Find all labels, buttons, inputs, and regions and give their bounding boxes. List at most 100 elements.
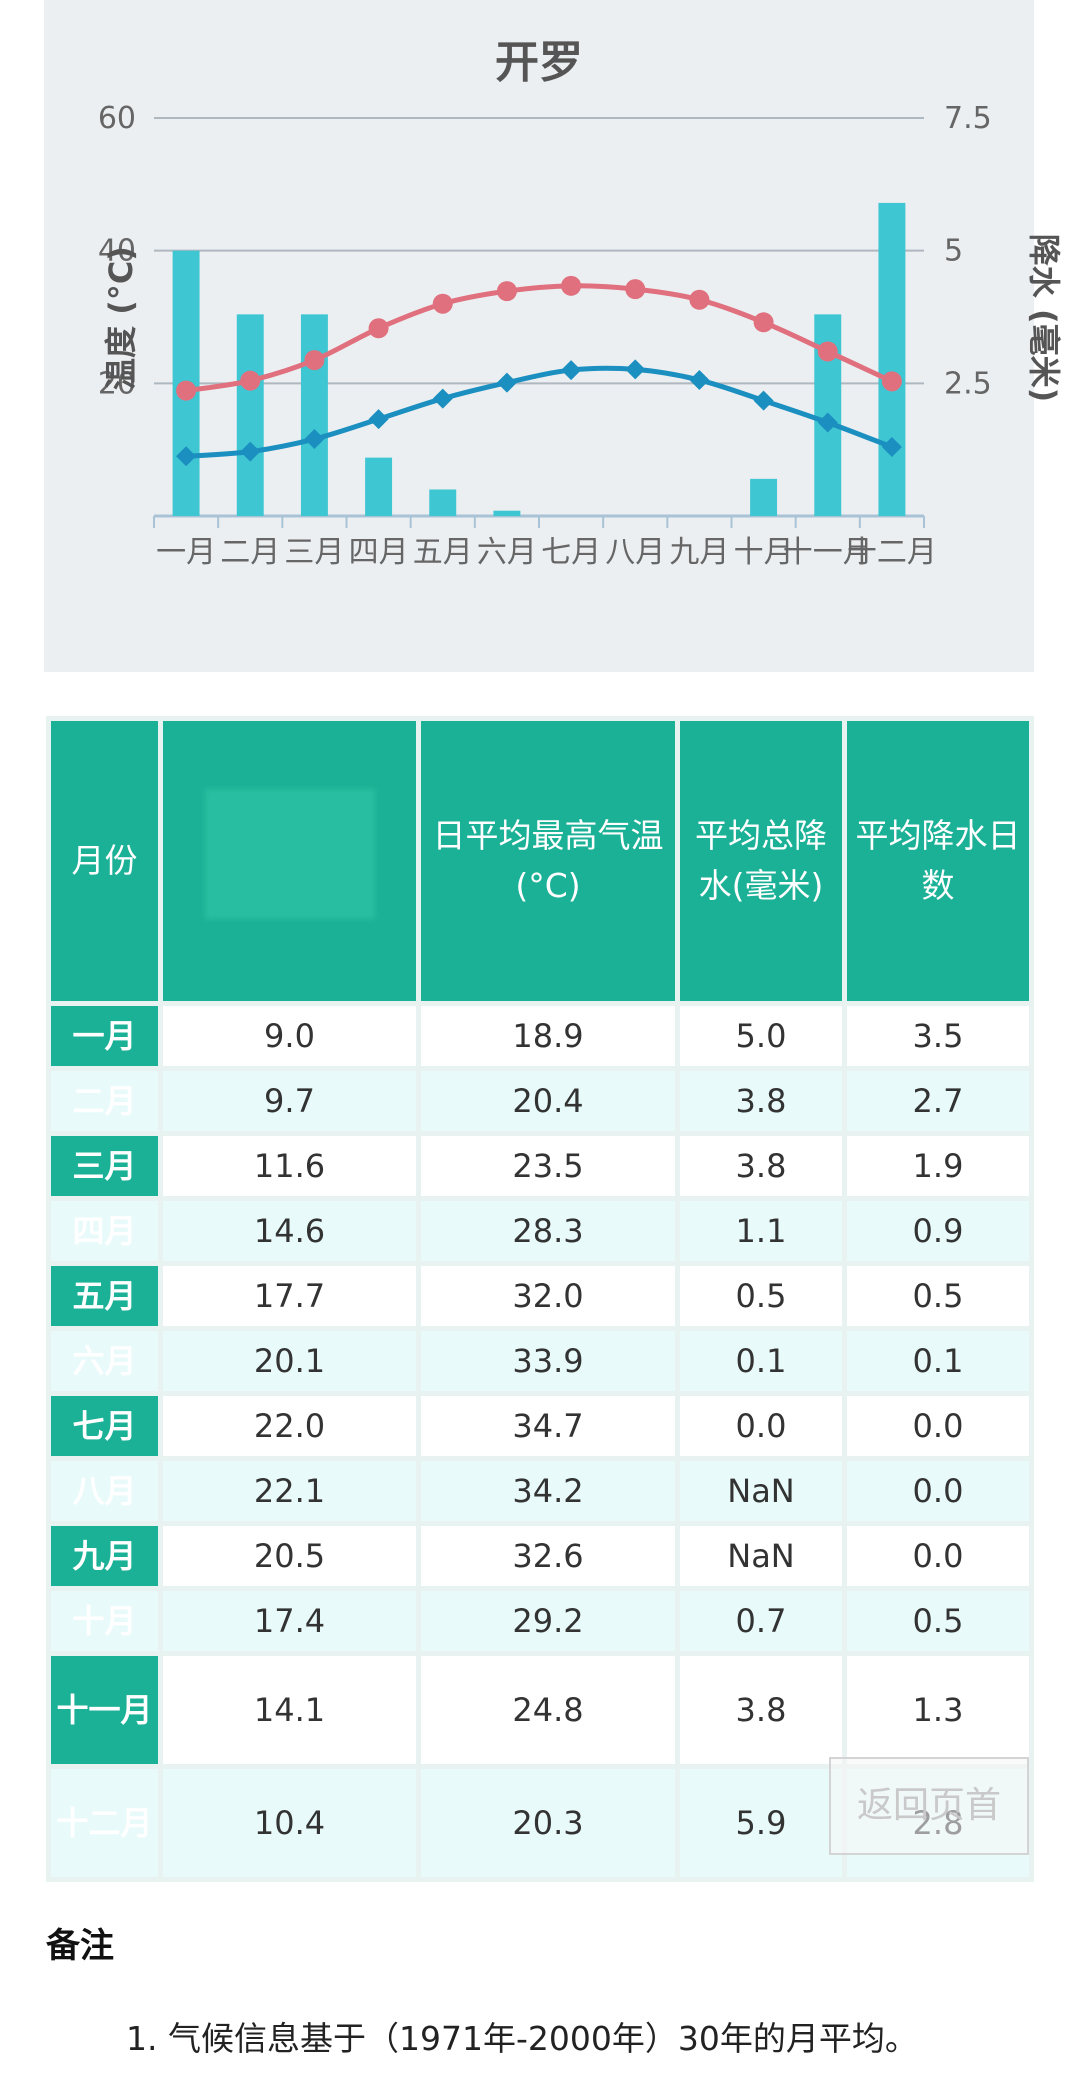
low-temp-point <box>625 359 646 380</box>
precip-bar <box>429 489 457 516</box>
low-cell: 9.7 <box>163 1071 416 1131</box>
precip-cell: NaN <box>680 1461 842 1521</box>
precip-bar <box>236 314 264 516</box>
x-tick-label: 十月 <box>734 535 794 570</box>
table-row: 八月 22.1 34.2 NaN 0.0 <box>51 1461 1029 1521</box>
month-cell: 九月 <box>51 1526 158 1586</box>
high-cell: 29.2 <box>421 1591 675 1651</box>
precip-bar <box>750 478 778 516</box>
low-temp-point <box>368 409 389 430</box>
x-tick-label: 二月 <box>220 535 280 570</box>
high-cell: 20.3 <box>421 1769 675 1877</box>
days-cell: 2.7 <box>847 1071 1029 1131</box>
table-row: 七月 22.0 34.7 0.0 0.0 <box>51 1396 1029 1456</box>
month-cell: 七月 <box>51 1396 158 1456</box>
precip-cell: 3.8 <box>680 1136 842 1196</box>
days-cell: 0.0 <box>847 1396 1029 1456</box>
header-days: 平均降水日数 <box>847 721 1029 1001</box>
y-tick-label-left: 40 <box>98 234 136 269</box>
high-temp-point <box>304 350 325 371</box>
low-cell: 14.6 <box>163 1201 416 1261</box>
high-cell: 34.2 <box>421 1461 675 1521</box>
high-temp-point <box>625 279 646 300</box>
low-cell: 14.1 <box>163 1656 416 1764</box>
table-row: 十月 17.4 29.2 0.7 0.5 <box>51 1591 1029 1651</box>
low-temp-point <box>753 390 774 411</box>
low-temp-point <box>304 429 325 450</box>
precip-cell: 1.1 <box>680 1201 842 1261</box>
month-cell: 一月 <box>51 1006 158 1066</box>
low-cell: 10.4 <box>163 1769 416 1877</box>
precip-bar <box>300 314 328 516</box>
days-cell: 0.5 <box>847 1591 1029 1651</box>
precip-cell: 3.8 <box>680 1656 842 1764</box>
table-row: 六月 20.1 33.9 0.1 0.1 <box>51 1331 1029 1391</box>
x-tick-label: 七月 <box>541 535 601 570</box>
precip-cell: NaN <box>680 1526 842 1586</box>
precip-bar <box>493 510 521 516</box>
days-cell: 0.0 <box>847 1461 1029 1521</box>
table-row: 四月 14.6 28.3 1.1 0.9 <box>51 1201 1029 1261</box>
x-tick-label: 三月 <box>284 535 344 570</box>
low-cell: 17.4 <box>163 1591 416 1651</box>
low-cell: 20.1 <box>163 1331 416 1391</box>
y-tick-label-right: 2.5 <box>944 366 992 401</box>
low-temp-point <box>561 360 582 381</box>
low-temp-point <box>881 437 902 458</box>
high-cell: 33.9 <box>421 1331 675 1391</box>
x-tick-label: 八月 <box>605 535 665 570</box>
table-row: 五月 17.7 32.0 0.5 0.5 <box>51 1266 1029 1326</box>
low-temp-point <box>240 441 261 462</box>
high-cell: 24.8 <box>421 1656 675 1764</box>
notes-heading: 备注 <box>46 1926 114 1966</box>
x-tick-label: 十一月 <box>783 535 873 570</box>
high-temp-point <box>689 289 710 310</box>
low-cell: 22.1 <box>163 1461 416 1521</box>
low-temp-point <box>496 372 517 393</box>
y-axis-label-left: 温度 (°C) <box>102 246 140 390</box>
climate-chart: 20 40 60 2.5 5 7.5 一月 二月 三月 四月 五月 六月 七月 八月 九月 十月 十一月 十二月 … <box>44 0 1063 672</box>
low-temp-point <box>689 370 710 391</box>
table-body: 一月 9.0 18.9 5.0 3.5 二月 9.7 20.4 3.8 2.7 三月 11.6 23.5… <box>51 1006 1029 1877</box>
precip-bar <box>365 457 393 516</box>
high-cell: 32.6 <box>421 1526 675 1586</box>
month-cell: 五月 <box>51 1266 158 1326</box>
y-tick-label-right: 5 <box>944 234 963 269</box>
x-tick-label: 九月 <box>669 535 729 570</box>
low-cell: 11.6 <box>163 1136 416 1196</box>
precip-cell: 0.5 <box>680 1266 842 1326</box>
precip-cell: 0.0 <box>680 1396 842 1456</box>
low-temp-point <box>176 446 197 467</box>
precip-bar <box>878 202 906 516</box>
days-cell: 1.9 <box>847 1136 1029 1196</box>
high-temp-point <box>817 341 838 362</box>
month-cell: 八月 <box>51 1461 158 1521</box>
high-temp-point <box>176 380 197 401</box>
table-row: 一月 9.0 18.9 5.0 3.5 <box>51 1006 1029 1066</box>
back-to-top-button[interactable]: 返回页首 <box>829 1757 1029 1855</box>
days-cell: 3.5 <box>847 1006 1029 1066</box>
obscured-header <box>204 789 375 919</box>
header-high: 日平均最高气温 (°C) <box>421 721 675 1001</box>
low-cell: 17.7 <box>163 1266 416 1326</box>
header-month: 月份 <box>51 721 158 1001</box>
high-cell: 20.4 <box>421 1071 675 1131</box>
days-cell: 1.3 <box>847 1656 1029 1764</box>
y-tick-label-left: 20 <box>98 366 136 401</box>
month-cell: 十一月 <box>51 1656 158 1764</box>
y-tick-label-left: 60 <box>98 101 136 136</box>
precip-cell: 5.0 <box>680 1006 842 1066</box>
climate-table: 月份 日平均最高气温 (°C) 平均总降水(毫米) 平均降水日数 一月 9.0 18… <box>46 716 1034 1882</box>
high-cell: 34.7 <box>421 1396 675 1456</box>
precip-cell: 5.9 <box>680 1769 842 1877</box>
high-temp-point <box>432 293 453 314</box>
high-cell: 18.9 <box>421 1006 675 1066</box>
high-temp-point <box>240 370 261 391</box>
header-low <box>163 721 416 1001</box>
x-tick-label: 六月 <box>477 535 537 570</box>
month-cell: 二月 <box>51 1071 158 1131</box>
high-temp-point <box>496 281 517 302</box>
precip-cell: 0.1 <box>680 1331 842 1391</box>
